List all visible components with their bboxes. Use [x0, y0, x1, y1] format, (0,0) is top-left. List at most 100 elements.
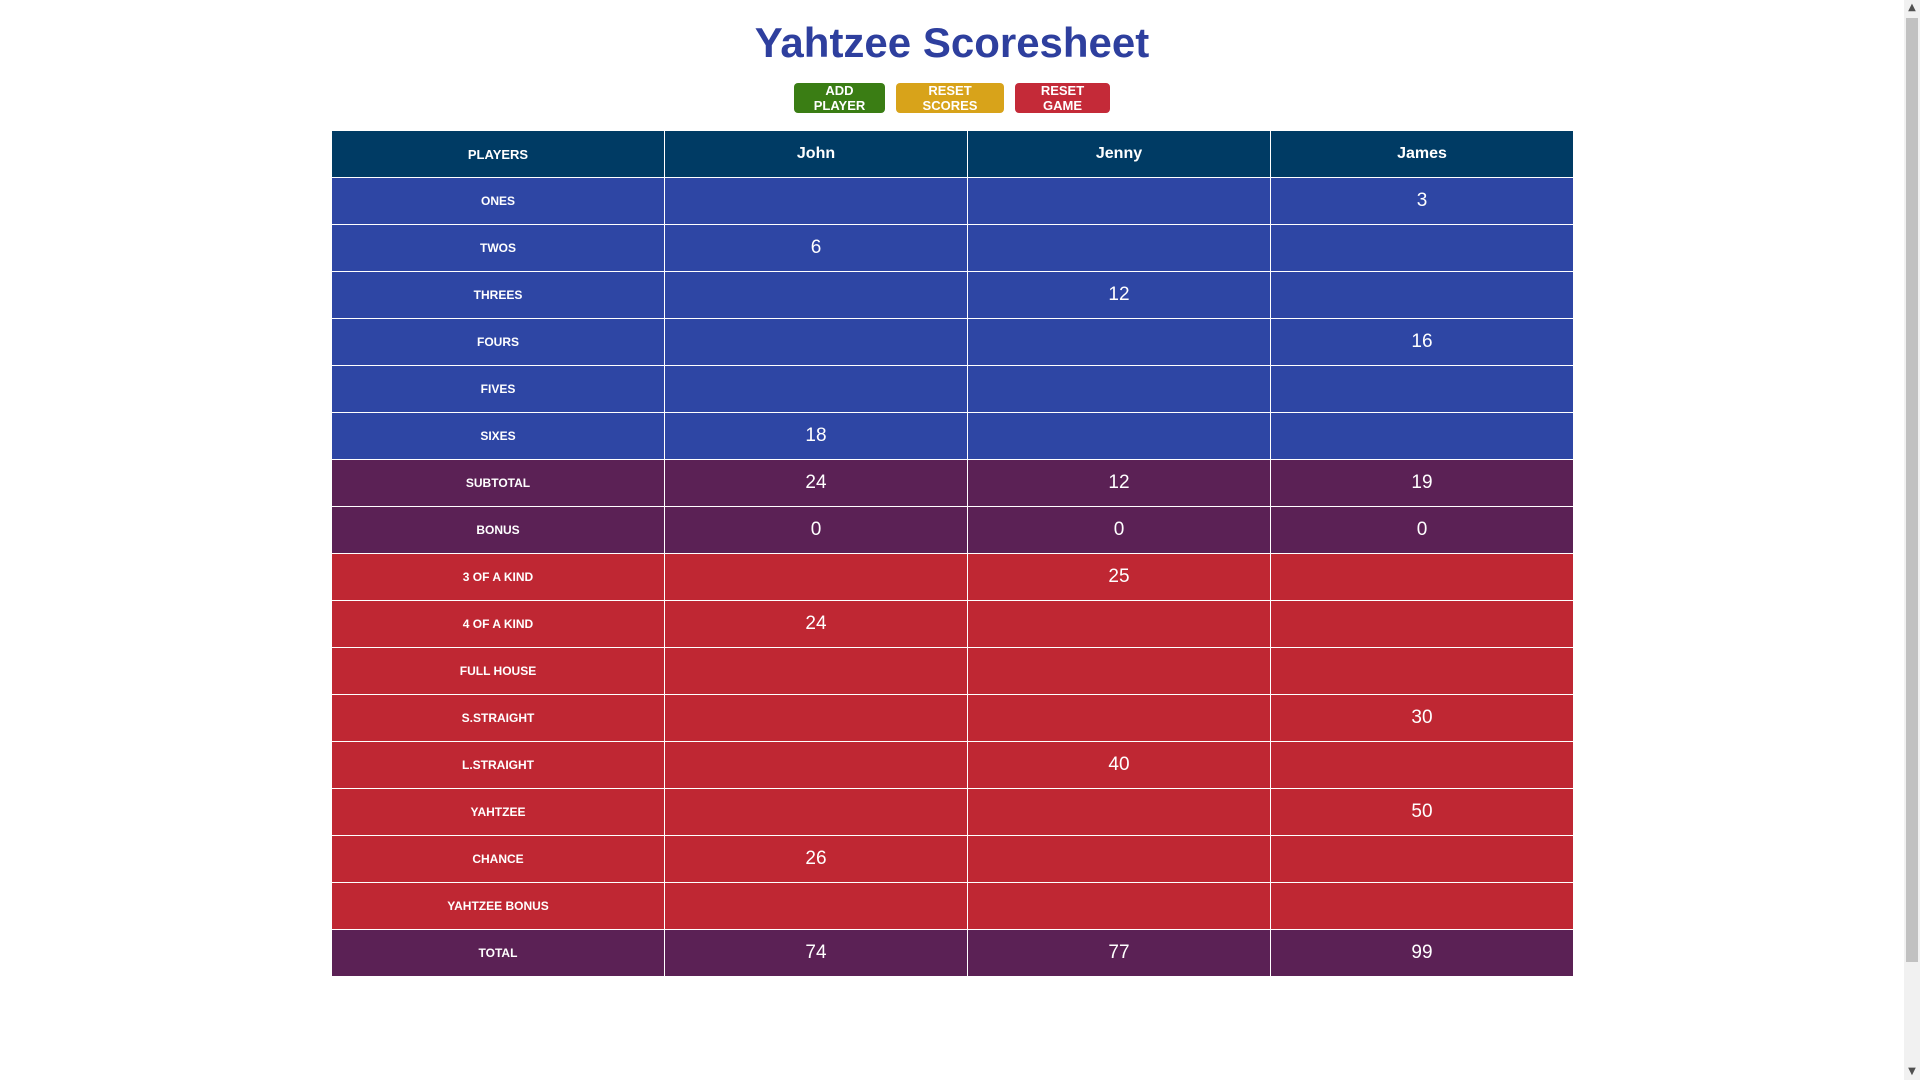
- scoresheet-table: PLAYERS John Jenny James ONES 3 TWOS 6 THREES 1…: [331, 130, 1574, 977]
- score-cell[interactable]: 3: [1270, 177, 1574, 225]
- players-header: PLAYERS: [331, 130, 665, 178]
- score-cell[interactable]: 40: [967, 741, 1271, 789]
- row-label: FOURS: [331, 318, 665, 366]
- score-cell[interactable]: [967, 835, 1271, 883]
- score-cell: 99: [1270, 929, 1574, 977]
- table-row: ONES 3: [331, 177, 1574, 225]
- row-label: FULL HOUSE: [331, 647, 665, 695]
- score-cell[interactable]: 25: [967, 553, 1271, 601]
- score-cell[interactable]: [664, 788, 968, 836]
- row-label: S.STRAIGHT: [331, 694, 665, 742]
- score-cell[interactable]: [967, 365, 1271, 413]
- header-row: PLAYERS John Jenny James: [331, 130, 1574, 178]
- score-cell[interactable]: [664, 365, 968, 413]
- score-cell[interactable]: [967, 694, 1271, 742]
- table-row: TWOS 6: [331, 224, 1574, 272]
- score-cell[interactable]: [1270, 882, 1574, 930]
- score-cell[interactable]: [664, 694, 968, 742]
- score-cell[interactable]: 50: [1270, 788, 1574, 836]
- score-cell[interactable]: [967, 318, 1271, 366]
- score-cell[interactable]: [1270, 647, 1574, 695]
- score-cell[interactable]: [1270, 835, 1574, 883]
- score-cell[interactable]: [967, 224, 1271, 272]
- score-cell[interactable]: [967, 647, 1271, 695]
- row-label: 4 OF A KIND: [331, 600, 665, 648]
- score-cell[interactable]: [1270, 553, 1574, 601]
- table-row: FIVES: [331, 365, 1574, 413]
- table-row: TOTAL 74 77 99: [331, 929, 1574, 977]
- score-cell[interactable]: 24: [664, 600, 968, 648]
- row-label: FIVES: [331, 365, 665, 413]
- table-row: SUBTOTAL 24 12 19: [331, 459, 1574, 507]
- table-row: YAHTZEE 50: [331, 788, 1574, 836]
- score-cell: 0: [1270, 506, 1574, 554]
- score-cell: 77: [967, 929, 1271, 977]
- score-cell[interactable]: [967, 788, 1271, 836]
- score-cell[interactable]: 30: [1270, 694, 1574, 742]
- row-label: BONUS: [331, 506, 665, 554]
- page-title: Yahtzee Scoresheet: [754, 19, 1150, 66]
- table-row: YAHTZEE BONUS: [331, 882, 1574, 930]
- score-cell[interactable]: [967, 882, 1271, 930]
- score-cell: 24: [664, 459, 968, 507]
- row-label: SIXES: [331, 412, 665, 460]
- score-cell[interactable]: [1270, 224, 1574, 272]
- row-label: TOTAL: [331, 929, 665, 977]
- row-label: L.STRAIGHT: [331, 741, 665, 789]
- score-cell[interactable]: [967, 600, 1271, 648]
- row-label: YAHTZEE BONUS: [331, 882, 665, 930]
- table-row: FOURS 16: [331, 318, 1574, 366]
- score-cell[interactable]: 6: [664, 224, 968, 272]
- score-cell[interactable]: 18: [664, 412, 968, 460]
- score-cell[interactable]: [664, 741, 968, 789]
- player-header-john: John: [664, 130, 968, 178]
- score-cell[interactable]: [967, 412, 1271, 460]
- row-label: YAHTZEE: [331, 788, 665, 836]
- vertical-scrollbar[interactable]: ▲ ▼: [1904, 0, 1920, 1080]
- score-cell[interactable]: [664, 647, 968, 695]
- score-cell[interactable]: [967, 177, 1271, 225]
- action-bar: ADD PLAYER RESET SCORES RESET GAME: [0, 83, 1904, 113]
- row-label: ONES: [331, 177, 665, 225]
- row-label: TWOS: [331, 224, 665, 272]
- score-cell[interactable]: 12: [967, 271, 1271, 319]
- score-cell: 74: [664, 929, 968, 977]
- score-cell[interactable]: 26: [664, 835, 968, 883]
- player-header-jenny: Jenny: [967, 130, 1271, 178]
- table-row: BONUS 0 0 0: [331, 506, 1574, 554]
- row-label: SUBTOTAL: [331, 459, 665, 507]
- score-cell[interactable]: [664, 318, 968, 366]
- score-cell[interactable]: [1270, 365, 1574, 413]
- table-row: 4 OF A KIND 24: [331, 600, 1574, 648]
- score-cell[interactable]: [1270, 600, 1574, 648]
- score-cell[interactable]: [1270, 741, 1574, 789]
- table-row: S.STRAIGHT 30: [331, 694, 1574, 742]
- table-row: CHANCE 26: [331, 835, 1574, 883]
- score-cell[interactable]: 16: [1270, 318, 1574, 366]
- table-row: SIXES 18: [331, 412, 1574, 460]
- reset-scores-button[interactable]: RESET SCORES: [896, 83, 1004, 113]
- player-header-james: James: [1270, 130, 1574, 178]
- score-cell: 0: [967, 506, 1271, 554]
- scoresheet-body: ONES 3 TWOS 6 THREES 12 FOURS 16 FIVES SIXES 18 SUB…: [331, 177, 1574, 977]
- row-label: THREES: [331, 271, 665, 319]
- table-row: L.STRAIGHT 40: [331, 741, 1574, 789]
- table-row: FULL HOUSE: [331, 647, 1574, 695]
- score-cell[interactable]: [1270, 271, 1574, 319]
- row-label: CHANCE: [331, 835, 665, 883]
- reset-game-button[interactable]: RESET GAME: [1015, 83, 1110, 113]
- score-cell[interactable]: [664, 271, 968, 319]
- add-player-button[interactable]: ADD PLAYER: [794, 83, 885, 113]
- row-label: 3 OF A KIND: [331, 553, 665, 601]
- scroll-down-icon[interactable]: ▼: [1908, 1066, 1916, 1077]
- score-cell[interactable]: [1270, 412, 1574, 460]
- scrollbar-thumb[interactable]: [1906, 18, 1918, 962]
- score-cell[interactable]: [664, 553, 968, 601]
- score-cell[interactable]: [664, 882, 968, 930]
- score-cell: 12: [967, 459, 1271, 507]
- score-cell[interactable]: [664, 177, 968, 225]
- scroll-up-icon[interactable]: ▲: [1908, 2, 1916, 13]
- table-row: THREES 12: [331, 271, 1574, 319]
- score-cell: 0: [664, 506, 968, 554]
